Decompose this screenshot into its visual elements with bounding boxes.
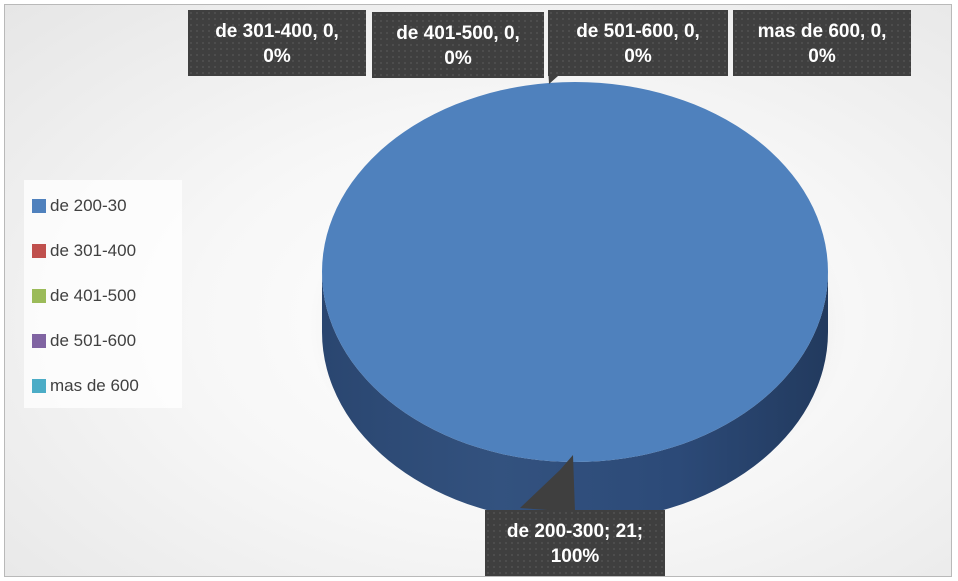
data-label-line1: mas de 600, 0, bbox=[757, 20, 887, 42]
legend-item-5: mas de 600 bbox=[32, 374, 139, 398]
legend-item-3: de 401-500 bbox=[32, 284, 136, 308]
data-label-line2: 0% bbox=[808, 46, 836, 67]
legend-item-2: de 301-400 bbox=[32, 239, 136, 263]
legend-swatch-5 bbox=[32, 379, 46, 393]
legend-label-5: mas de 600 bbox=[50, 376, 139, 395]
data-label-de-301-400: de 301-400, 0, 0% bbox=[188, 10, 366, 76]
data-label-line2: 0% bbox=[444, 48, 472, 69]
pie-side bbox=[322, 272, 828, 522]
pie-slice-de-200-300 bbox=[322, 82, 828, 462]
pie-group bbox=[322, 82, 828, 522]
data-label-de-501-600: de 501-600, 0, 0% bbox=[548, 10, 728, 76]
legend-item-1: de 200-30 bbox=[32, 194, 127, 218]
data-label-mas-de-600: mas de 600, 0, 0% bbox=[733, 10, 911, 76]
legend-label-4: de 501-600 bbox=[50, 331, 137, 350]
chart-legend: de 200-30 de 301-400 de 401-500 de 501-6… bbox=[24, 180, 182, 408]
data-label-line1: de 200-300; 21; bbox=[506, 520, 644, 542]
data-label-line1: de 401-500, 0, bbox=[396, 22, 520, 44]
legend-swatch-4 bbox=[32, 334, 46, 348]
data-label-line1: de 301-400, 0, bbox=[215, 20, 339, 42]
legend-label-1: de 200-30 bbox=[50, 196, 127, 215]
legend-swatch-3 bbox=[32, 289, 46, 303]
data-label-line2: 0% bbox=[263, 46, 291, 67]
data-label-line2: 0% bbox=[624, 46, 652, 67]
data-label-line2: 100% bbox=[550, 546, 600, 567]
legend-swatch-2 bbox=[32, 244, 46, 258]
legend-label-2: de 301-400 bbox=[50, 241, 137, 260]
legend-label-3: de 401-500 bbox=[50, 286, 137, 305]
data-label-de-200-300: de 200-300; 21; 100% bbox=[485, 510, 665, 576]
legend-item-4: de 501-600 bbox=[32, 329, 136, 353]
data-label-de-401-500: de 401-500, 0, 0% bbox=[372, 12, 544, 78]
data-label-line1: de 501-600, 0, bbox=[576, 20, 700, 42]
legend-swatch-1 bbox=[32, 199, 46, 213]
leader-line-de-200-300 bbox=[520, 455, 575, 512]
